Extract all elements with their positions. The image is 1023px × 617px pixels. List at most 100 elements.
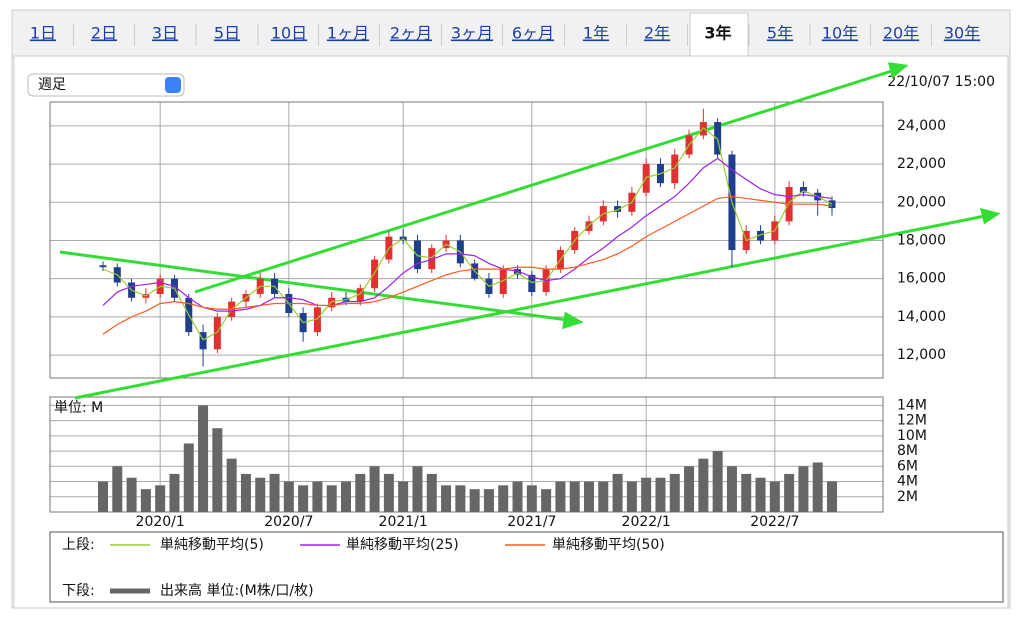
y-tick-label: 22,000 [897,156,946,172]
volume-bar [355,473,366,512]
tab[interactable]: 10日 [271,24,307,43]
volume-bar [240,473,251,512]
candle-body [428,248,436,270]
volume-pane [49,396,884,513]
volume-bar [283,481,294,512]
tab[interactable]: 2日 [91,24,117,43]
arrowhead [562,311,584,330]
volume-bar [741,473,752,512]
volume-bar [255,477,266,512]
x-tick-label: 2022/1 [622,514,671,530]
legend-label: 下段: [62,583,95,599]
volume-bar [526,485,537,512]
volume-bar [383,473,394,512]
volume-bar [555,481,566,512]
legend-entry: 単純移動平均(5) [160,537,264,553]
volume-bar [112,466,123,512]
volume-bar [541,489,552,512]
volume-bar [198,405,209,512]
period-select-label[interactable]: 週足 [38,77,66,93]
candle-body [528,274,536,293]
volume-bar [669,473,680,512]
y-tick-label: 16,000 [897,271,946,287]
y-tick-label: 4M [897,474,918,490]
volume-bar [455,485,466,512]
candle-body [671,154,679,184]
tab[interactable]: 6ヶ月 [512,24,554,43]
y-tick-label: 2M [897,489,918,505]
tab[interactable]: 3ヶ月 [451,24,493,43]
y-tick-label: 12M [897,413,927,429]
tab[interactable]: 10年 [822,24,858,43]
tab[interactable]: 3年 [704,24,731,43]
volume-bar [569,481,580,512]
y-tick-label: 14M [897,397,927,413]
candle-body [514,269,522,275]
volume-bar [784,473,795,512]
legend-label: 上段: [62,537,95,553]
tab[interactable]: 5年 [767,24,793,43]
tab[interactable]: 20年 [883,24,919,43]
ma-line [102,157,833,312]
x-tick-label: 2020/7 [264,514,313,530]
tab[interactable]: 2年 [644,24,670,43]
volume-bar [369,466,380,512]
ma-line [102,126,833,341]
period-select[interactable] [27,73,185,97]
volume-bar [655,477,666,512]
volume-bar [412,466,423,512]
volume-bar [641,477,652,512]
volume-bar [98,481,108,512]
candle-body [699,122,707,136]
y-tick-label: 18,000 [897,232,946,248]
y-tick-label: 8M [897,443,918,459]
tab[interactable]: 1年 [583,24,609,43]
trend-lines [59,62,1001,400]
volume-bar [498,485,509,512]
volume-bar [598,481,609,512]
volume-bar [341,481,351,512]
arrowhead [888,62,909,79]
candle-body [199,332,207,350]
tab[interactable]: 5日 [214,24,240,43]
volume-bar [712,451,723,512]
volume-bar [755,477,766,512]
tab[interactable]: 1日 [30,24,56,43]
volume-bar [726,466,737,512]
x-tick-label: 2021/1 [379,514,428,530]
volume-bar [226,458,237,512]
volume-bar [798,466,809,512]
candle-body [213,316,221,350]
candle-body [328,297,336,308]
volume-bar [584,481,594,512]
volume-bar [398,481,409,512]
selected-tab-box [689,12,749,58]
volume-bar [426,473,437,512]
price-pane [49,101,884,379]
volume-bar [126,477,137,512]
y-tick-label: 20,000 [897,194,946,210]
chart-panel [13,55,1009,609]
volume-bar [212,428,223,512]
tab[interactable]: 3日 [152,24,178,43]
volume-bar [827,481,837,512]
tab[interactable]: 30年 [944,24,980,43]
select-arrow[interactable] [165,77,181,93]
legend-entry: 単純移動平均(50) [552,537,665,553]
tab[interactable]: 2ヶ月 [390,24,432,43]
candle-body [99,265,107,268]
legend-entry: 単純移動平均(25) [346,537,459,553]
candle-body [585,221,593,231]
candle-body [714,122,722,155]
volume-unit: 単位: M [54,400,103,416]
volume-bar [312,481,323,512]
tab[interactable]: 1ヶ月 [327,24,369,43]
volume-bar [169,473,180,512]
volume-bar [612,473,623,512]
candle-body [413,240,421,270]
trend-line [194,68,896,294]
y-tick-label: 12,000 [897,347,946,363]
x-tick-label: 2021/7 [507,514,556,530]
candle-body [499,269,507,294]
